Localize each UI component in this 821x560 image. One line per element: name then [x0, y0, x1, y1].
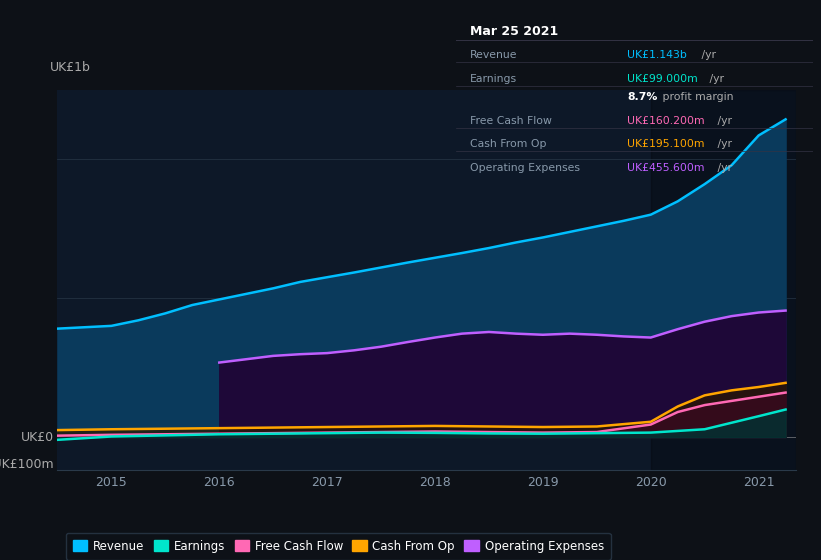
- Text: Earnings: Earnings: [470, 74, 517, 84]
- Text: UK£1b: UK£1b: [50, 62, 91, 74]
- Text: -UK£100m: -UK£100m: [0, 458, 54, 472]
- Bar: [651, 90, 796, 470]
- Text: Cash From Op: Cash From Op: [470, 139, 547, 150]
- Text: UK£0: UK£0: [21, 431, 54, 444]
- Text: UK£455.600m: UK£455.600m: [627, 163, 704, 173]
- Text: UK£99.000m: UK£99.000m: [627, 74, 698, 84]
- Text: Revenue: Revenue: [470, 50, 517, 60]
- Text: /yr: /yr: [698, 50, 716, 60]
- Text: Free Cash Flow: Free Cash Flow: [470, 116, 552, 126]
- Text: /yr: /yr: [713, 116, 732, 126]
- Text: profit margin: profit margin: [658, 92, 733, 102]
- Legend: Revenue, Earnings, Free Cash Flow, Cash From Op, Operating Expenses: Revenue, Earnings, Free Cash Flow, Cash …: [66, 533, 611, 559]
- Text: UK£195.100m: UK£195.100m: [627, 139, 704, 150]
- Text: Operating Expenses: Operating Expenses: [470, 163, 580, 173]
- Text: /yr: /yr: [713, 163, 732, 173]
- Text: /yr: /yr: [706, 74, 723, 84]
- Text: Mar 25 2021: Mar 25 2021: [470, 25, 558, 38]
- Text: UK£160.200m: UK£160.200m: [627, 116, 704, 126]
- Text: /yr: /yr: [713, 139, 732, 150]
- Text: 8.7%: 8.7%: [627, 92, 658, 102]
- Text: UK£1.143b: UK£1.143b: [627, 50, 687, 60]
